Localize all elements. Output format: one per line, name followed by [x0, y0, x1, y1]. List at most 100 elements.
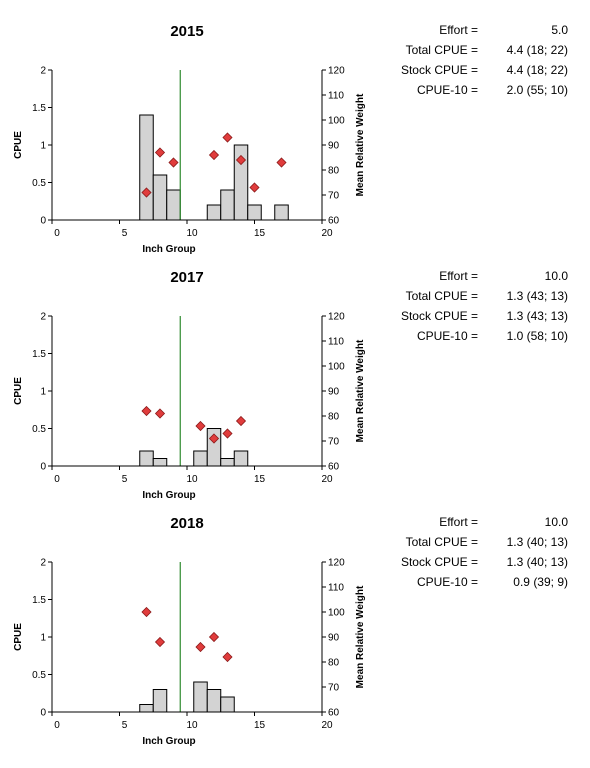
weight-marker	[154, 147, 166, 158]
x-tick-label: 15	[254, 474, 266, 485]
x-tick-label: 10	[186, 474, 198, 485]
y2-tick-label: 100	[328, 116, 345, 127]
chart-2017: 2017 0 5 10 15 20 0 0.5 1 1.5 2 60 70 80 90 100 110 120 In…	[13, 269, 366, 501]
y-tick-label: 1	[40, 141, 46, 152]
weight-marker	[222, 651, 233, 663]
cpue-bar	[274, 204, 289, 221]
cpue-bar	[166, 189, 181, 221]
chart-panel-2018: 2018 0 5 10 15 20 0 0.5 1 1.5 2 60 70 80 90 100 110 120 In…	[0, 492, 590, 747]
cpue-bar	[193, 681, 208, 713]
y-tick-label: 1.5	[32, 595, 46, 606]
stat-value: 1.3 (40; 13)	[506, 555, 568, 569]
y2-tick-label: 90	[328, 387, 340, 398]
y2-tick-label: 70	[328, 191, 340, 202]
x-axis-label: Inch Group	[142, 490, 195, 501]
stat-row-cpue-10: CPUE-10 = 0.9 (39; 9)	[380, 572, 580, 592]
x-tick-label: 15	[254, 228, 266, 239]
stat-row-effort: Effort = 10.0	[380, 512, 580, 532]
y2-tick-label: 80	[328, 166, 340, 177]
y2-tick-label: 70	[328, 437, 340, 448]
weight-marker	[208, 631, 220, 643]
stat-label: Stock CPUE =	[400, 555, 478, 569]
cpue-bar	[233, 450, 249, 467]
y2-tick-label: 120	[328, 558, 345, 569]
y2-tick-label: 110	[328, 91, 344, 102]
weight-marker	[249, 182, 260, 193]
stat-row-total-cpue: Total CPUE = 4.4 (18; 22)	[380, 40, 580, 60]
y-axis-label: CPUE	[13, 377, 24, 405]
x-tick-label: 10	[186, 228, 198, 239]
y-tick-label: 1.5	[32, 349, 46, 360]
weight-marker	[208, 433, 220, 444]
chart-panel-2015: 2015 0 5 10 15 20 0 0.5 1 1.5 2 60 70 80 90 100 110 120 In…	[0, 0, 590, 255]
stat-value: 1.3 (43; 13)	[506, 289, 568, 303]
y2-tick-label: 80	[328, 412, 340, 423]
stat-value: 1.3 (43; 13)	[506, 309, 568, 323]
x-tick-label: 0	[54, 474, 60, 485]
y-tick-label: 1	[40, 633, 46, 644]
stat-label: CPUE-10 =	[416, 83, 478, 97]
stat-row-total-cpue: Total CPUE = 1.3 (40; 13)	[380, 532, 580, 552]
chart-2018: 2018 0 5 10 15 20 0 0.5 1 1.5 2 60 70 80 90 100 110 120 In…	[13, 515, 366, 747]
weight-marker	[154, 636, 166, 648]
chart-title: 2015	[170, 23, 203, 40]
stat-row-stock-cpue: Stock CPUE = 1.3 (40; 13)	[380, 552, 580, 572]
chart-title: 2017	[170, 269, 203, 286]
cpue-bar	[139, 114, 154, 221]
stat-value: 0.9 (39; 9)	[513, 575, 568, 589]
stat-row-stock-cpue: Stock CPUE = 1.3 (43; 13)	[380, 306, 580, 326]
cpue-bar	[220, 189, 235, 221]
x-axis-label: Inch Group	[142, 244, 195, 255]
stat-value: 1.3 (40; 13)	[506, 535, 568, 549]
y-tick-label: 0	[40, 462, 46, 473]
cpue-bar	[220, 696, 235, 713]
cpue-bar	[139, 450, 154, 467]
y2-tick-label: 100	[328, 608, 345, 619]
y-tick-label: 0	[40, 708, 46, 719]
stat-value: 4.4 (18; 22)	[506, 63, 568, 77]
stat-row-total-cpue: Total CPUE = 1.3 (43; 13)	[380, 286, 580, 306]
y-tick-label: 1.5	[32, 103, 46, 114]
y-tick-label: 2	[40, 66, 46, 77]
x-tick-label: 20	[321, 720, 333, 731]
stat-value: 4.4 (18; 22)	[506, 43, 568, 57]
y-tick-label: 0.5	[32, 424, 46, 435]
x-tick-label: 5	[122, 228, 128, 239]
y2-axis-label: Mean Relative Weight	[355, 585, 366, 688]
weight-marker	[222, 428, 233, 439]
y-tick-label: 1	[40, 387, 46, 398]
y-tick-label: 2	[40, 558, 46, 569]
cpue-bar	[220, 458, 235, 467]
y2-tick-label: 60	[328, 216, 340, 227]
weight-marker	[235, 154, 247, 166]
stat-label: Stock CPUE =	[400, 63, 478, 77]
y2-axis-label: Mean Relative Weight	[355, 93, 366, 196]
y2-tick-label: 90	[328, 633, 340, 644]
stat-value: 1.0 (58; 10)	[506, 329, 568, 343]
x-tick-label: 20	[321, 228, 333, 239]
y2-tick-label: 110	[328, 337, 344, 348]
weight-marker	[276, 157, 287, 168]
weight-marker	[141, 606, 152, 618]
stat-value: 2.0 (55; 10)	[506, 83, 568, 97]
stat-row-cpue-10: CPUE-10 = 1.0 (58; 10)	[380, 326, 580, 346]
stat-value: 5.0	[551, 23, 568, 37]
y2-tick-label: 80	[328, 658, 340, 669]
x-tick-label: 5	[122, 474, 128, 485]
y-tick-label: 0.5	[32, 178, 46, 189]
stat-label: Stock CPUE =	[400, 309, 478, 323]
y2-tick-label: 110	[328, 583, 344, 594]
stat-value: 10.0	[544, 515, 568, 529]
y-axis-label: CPUE	[13, 623, 24, 651]
cpue-bar	[247, 204, 262, 221]
weight-marker	[154, 408, 166, 419]
weight-marker	[168, 157, 179, 168]
y2-tick-label: 120	[328, 312, 345, 323]
y2-axis-label: Mean Relative Weight	[355, 339, 366, 442]
stat-label: CPUE-10 =	[416, 575, 478, 589]
stat-label: Total CPUE =	[405, 43, 478, 57]
y-tick-label: 0.5	[32, 670, 46, 681]
x-tick-label: 0	[54, 720, 60, 731]
chart-panel-2017: 2017 0 5 10 15 20 0 0.5 1 1.5 2 60 70 80 90 100 110 120 In…	[0, 246, 590, 501]
y2-tick-label: 60	[328, 708, 340, 719]
